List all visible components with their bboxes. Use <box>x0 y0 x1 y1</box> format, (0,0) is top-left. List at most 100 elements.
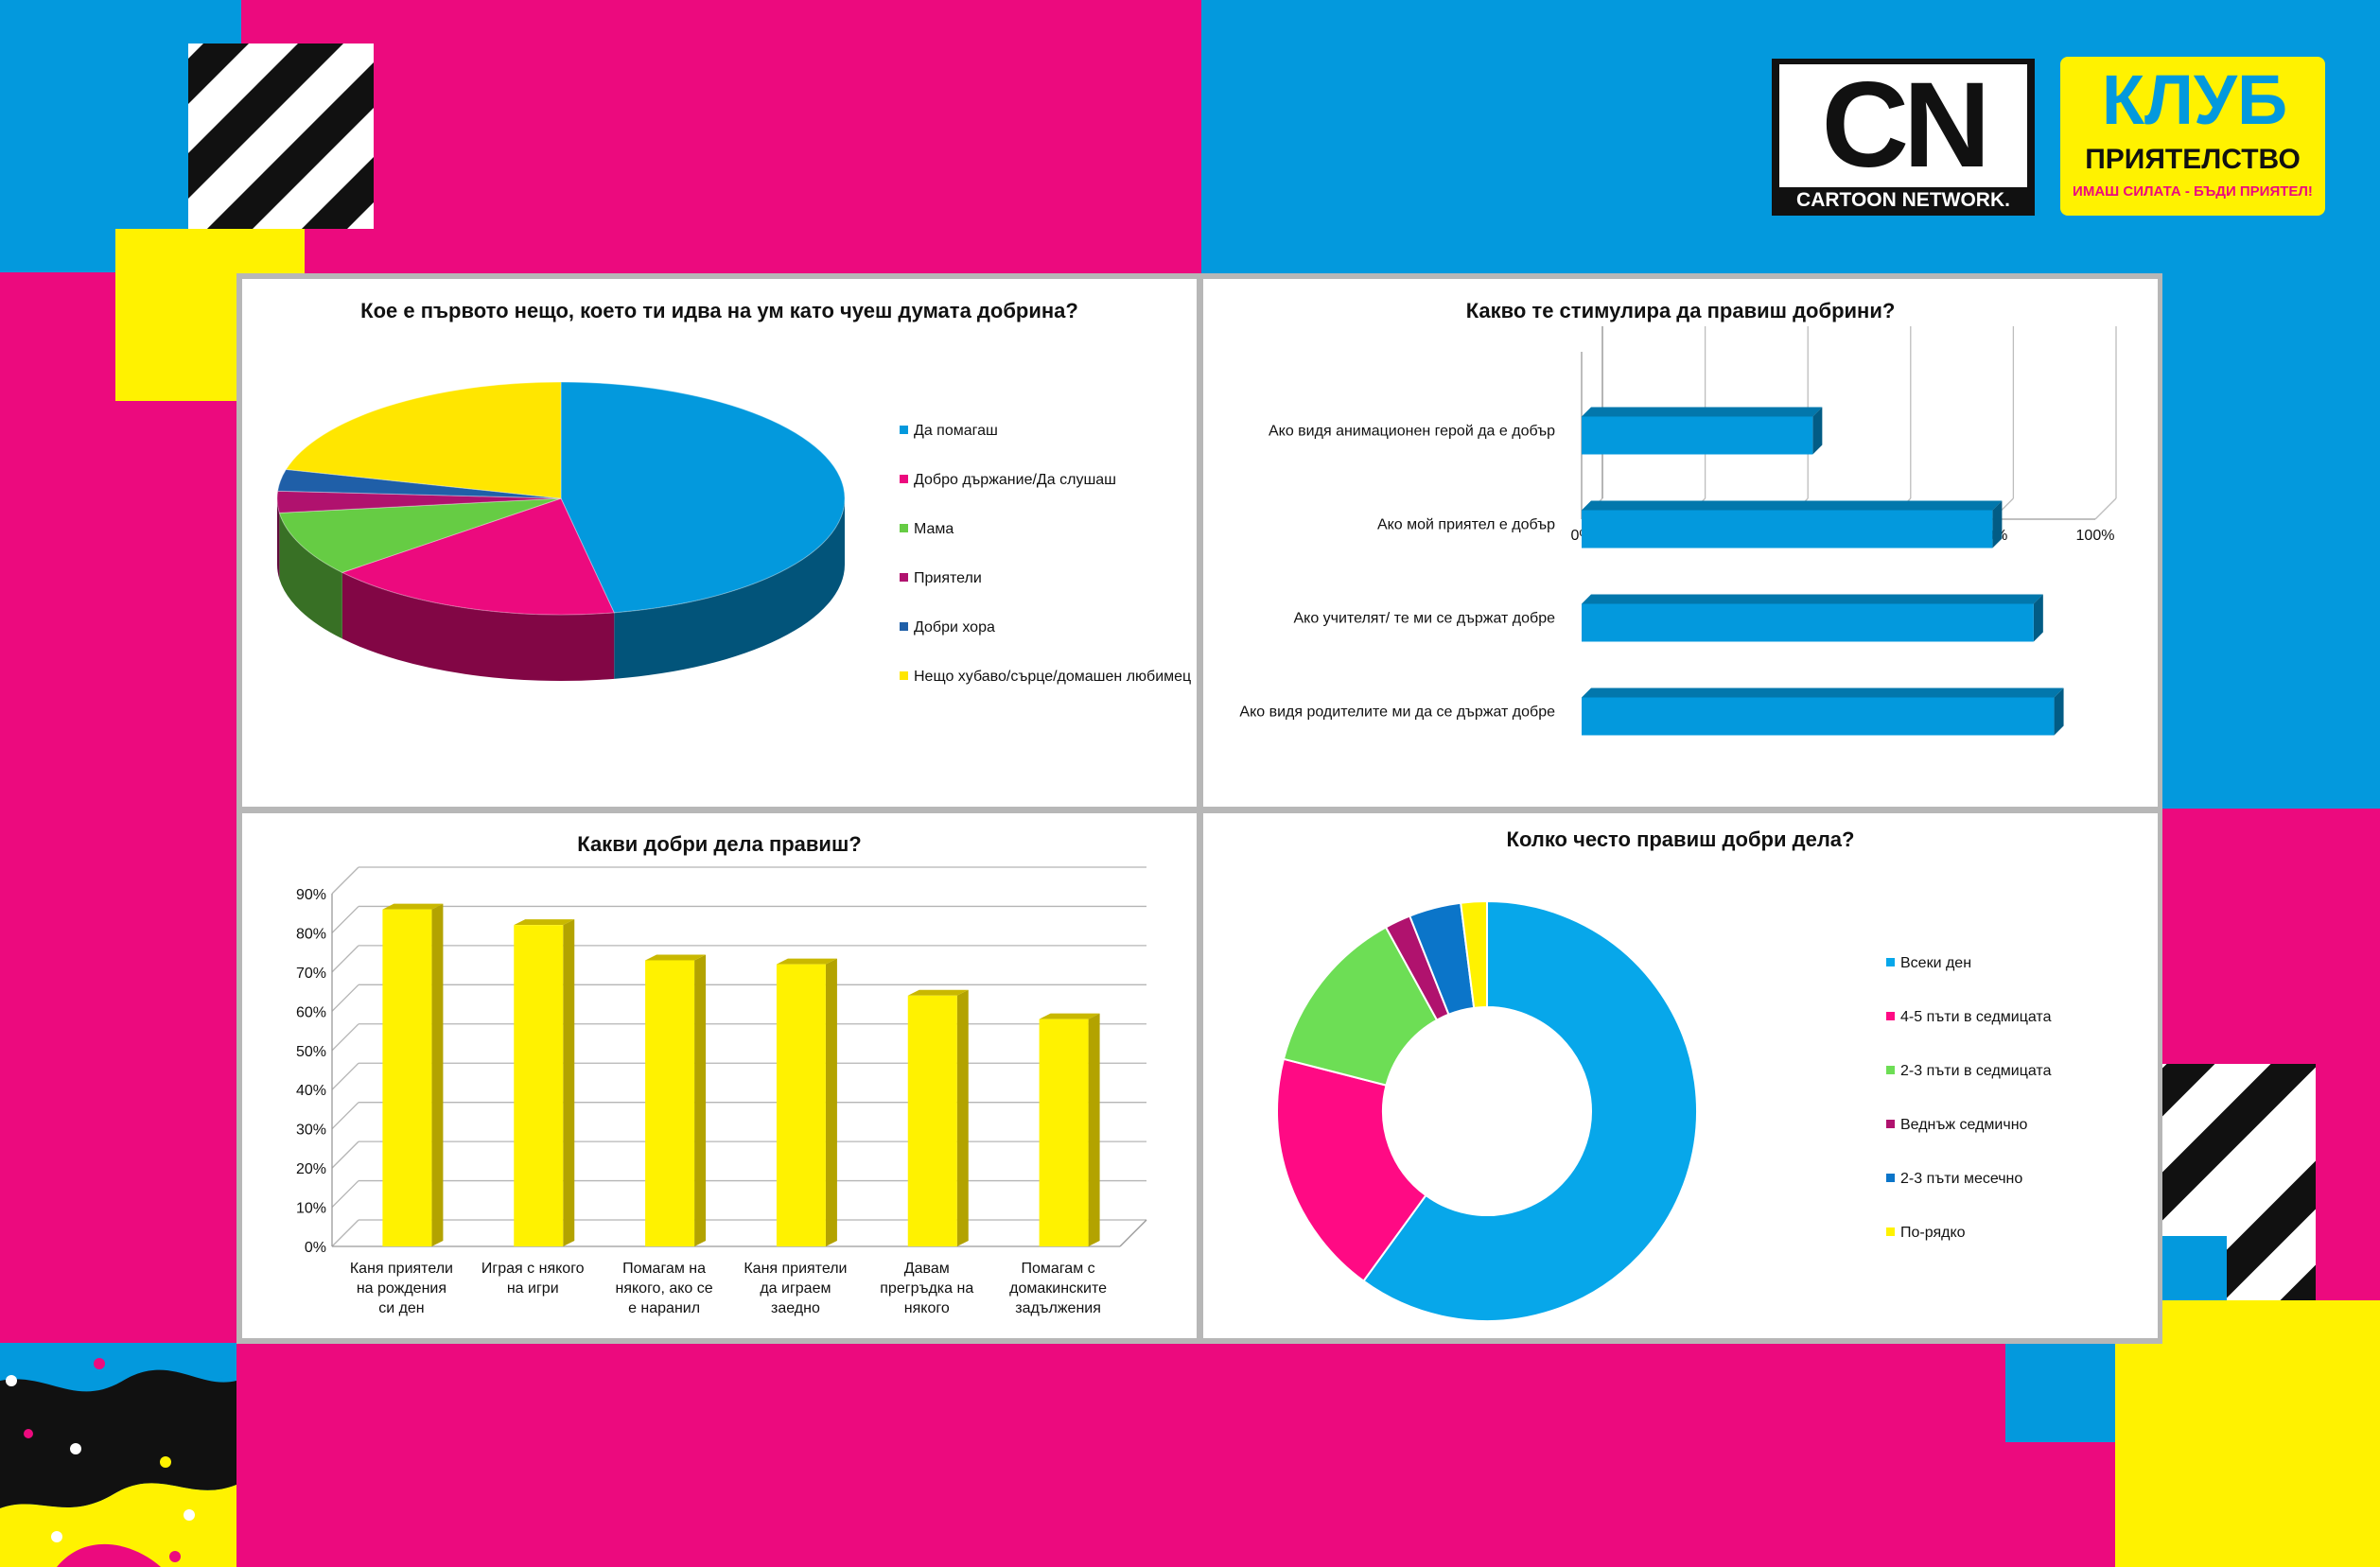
legend-label: По-рядко <box>1900 1225 1966 1241</box>
pie-slice-1 <box>341 497 615 616</box>
cn-brand-text: CARTOON NETWORK. <box>1796 189 2010 211</box>
legend-swatch <box>1886 1174 1895 1182</box>
label-line: да играем <box>760 1280 831 1297</box>
y-tick-label: 60% <box>296 1004 326 1020</box>
chart2-bars <box>1582 407 2064 736</box>
bar-1 <box>514 925 564 1246</box>
legend-item: Приятели <box>900 570 982 587</box>
pie1-sides <box>277 498 845 681</box>
legend-item: Добро държание/Да слушаш <box>900 472 1116 489</box>
gridline-side <box>331 866 359 895</box>
bar-3 <box>1582 697 2055 736</box>
bar-side <box>825 958 837 1246</box>
y-tick-label: 10% <box>296 1201 326 1217</box>
y-tick-label: 90% <box>296 887 326 903</box>
label-line: домакинските <box>1009 1280 1107 1297</box>
chart4-legend: Всеки ден 4-5 пъти в седмицата 2-3 пъти в … <box>1886 955 2142 1258</box>
label-line: Каня приятели <box>350 1261 453 1277</box>
y-tick-label: 20% <box>296 1161 326 1177</box>
bar-end <box>2033 594 2043 642</box>
legend-swatch <box>1886 1066 1895 1074</box>
pie-slice-3 <box>276 490 562 514</box>
bg-blue-right-strip <box>2160 274 2380 809</box>
gridline-side <box>331 945 359 973</box>
gridline-side <box>331 1062 359 1090</box>
chart3-bars <box>382 903 1100 1246</box>
bar-5 <box>1039 1019 1089 1246</box>
bar-4 <box>907 995 957 1246</box>
cartoon-network-logo: CN CARTOON NETWORK. <box>1772 59 2035 216</box>
bar-end <box>1812 407 1823 455</box>
chart3-title: Какви добри дела правиш? <box>577 832 862 856</box>
legend-label: Да помагаш <box>914 423 998 439</box>
bar-top <box>1582 500 2003 511</box>
legend-label: Всеки ден <box>1900 955 1972 971</box>
y-category-label: Ако учителят/ те ми се държат добре <box>1293 611 1555 627</box>
pie1-side <box>614 498 845 679</box>
legend-label: Приятели <box>914 570 982 586</box>
bar-2 <box>645 960 695 1246</box>
chart1-legend: Да помагаш Добро държание/Да слушаш Мама Пр… <box>900 423 1191 706</box>
gridline-side <box>331 905 359 933</box>
pie-slice-0 <box>560 381 846 614</box>
panel-kindness-first-thought: Кое е първото нещо, което ти идва на ум … <box>242 279 1197 807</box>
legend-label: Мама <box>914 521 954 537</box>
legend-item: Нещо хубаво/сърце/домашен любимец <box>900 669 1191 686</box>
legend-label: Добри хора <box>914 619 995 636</box>
yellow-square-bottomright <box>2115 1300 2380 1567</box>
y-tick-label: 40% <box>296 1083 326 1099</box>
chart3-vbar: 0% 10% 20% 30% 40% 50% 60% 70% 80% 90% Каня прияте… <box>296 866 1147 1316</box>
legend-label: Добро държание/Да слушаш <box>914 472 1117 488</box>
legend-swatch <box>900 573 908 582</box>
donut-slices <box>1276 899 1698 1322</box>
gridline-floor <box>2094 497 2117 520</box>
bar-side <box>1088 1013 1100 1246</box>
bar-top <box>514 919 575 926</box>
gridline-side <box>331 984 359 1012</box>
label-line: е наранил <box>628 1300 700 1316</box>
club-subtitle: ПРИЯТЕЛСТВО <box>2085 144 2301 175</box>
pie1-side <box>279 513 342 639</box>
label-line: на игри <box>507 1280 559 1297</box>
confetti-wave-bottomleft <box>0 1343 236 1567</box>
bar-side <box>563 919 575 1246</box>
legend-item: Мама <box>900 521 954 538</box>
x-category-label: Каня приятели да играем заедно <box>744 1261 847 1316</box>
bar-end <box>1992 500 2003 548</box>
label-line: някого <box>904 1300 950 1316</box>
club-word: КЛУБ <box>2101 61 2288 139</box>
legend-label: 2-3 пъти в седмицата <box>1900 1063 2052 1079</box>
gridline-side <box>331 1180 359 1209</box>
chart3-grid <box>331 866 1147 1247</box>
bar-3 <box>776 964 826 1246</box>
y-tick-label: 80% <box>296 926 326 942</box>
bar-end <box>2054 688 2064 736</box>
bar-0 <box>382 909 432 1246</box>
label-line: заедно <box>771 1300 820 1316</box>
legend-label: Нещо хубаво/сърце/домашен любимец <box>914 669 1192 685</box>
chart2-title: Какво те стимулира да правиш добрини? <box>1465 299 1896 322</box>
legend-item: По-рядко <box>1886 1225 1966 1242</box>
chart2-hbar: 0%20%40%60%80%100%Ако видя анимационен г… <box>1239 326 2117 736</box>
legend-swatch <box>900 426 908 434</box>
y-category-label: Ако мой приятел е добър <box>1377 517 1555 533</box>
pie-slice-2 <box>278 497 562 573</box>
label-line: на рождения <box>357 1280 446 1297</box>
pie-slice-5 <box>285 381 562 499</box>
bar-2 <box>1582 603 2034 642</box>
y-tick-label: 50% <box>296 1044 326 1060</box>
y-tick-label: 0% <box>305 1240 326 1256</box>
label-line: някого, ако се <box>615 1280 712 1297</box>
legend-item: Веднъж седмично <box>1886 1117 2027 1134</box>
legend-item: Добри хора <box>900 619 995 636</box>
bar-top <box>1582 688 2064 698</box>
legend-swatch <box>900 671 908 680</box>
gridline-side <box>331 1140 359 1169</box>
pie1-side <box>341 572 615 681</box>
legend-item: 4-5 пъти в седмицата <box>1886 1009 2051 1026</box>
y-tick-label: 70% <box>296 966 326 982</box>
label-line: Помагам с <box>1022 1261 1095 1277</box>
bar-side <box>956 989 969 1246</box>
legend-item: Да помагаш <box>900 423 998 440</box>
cn-letters: CN <box>1779 64 2027 187</box>
